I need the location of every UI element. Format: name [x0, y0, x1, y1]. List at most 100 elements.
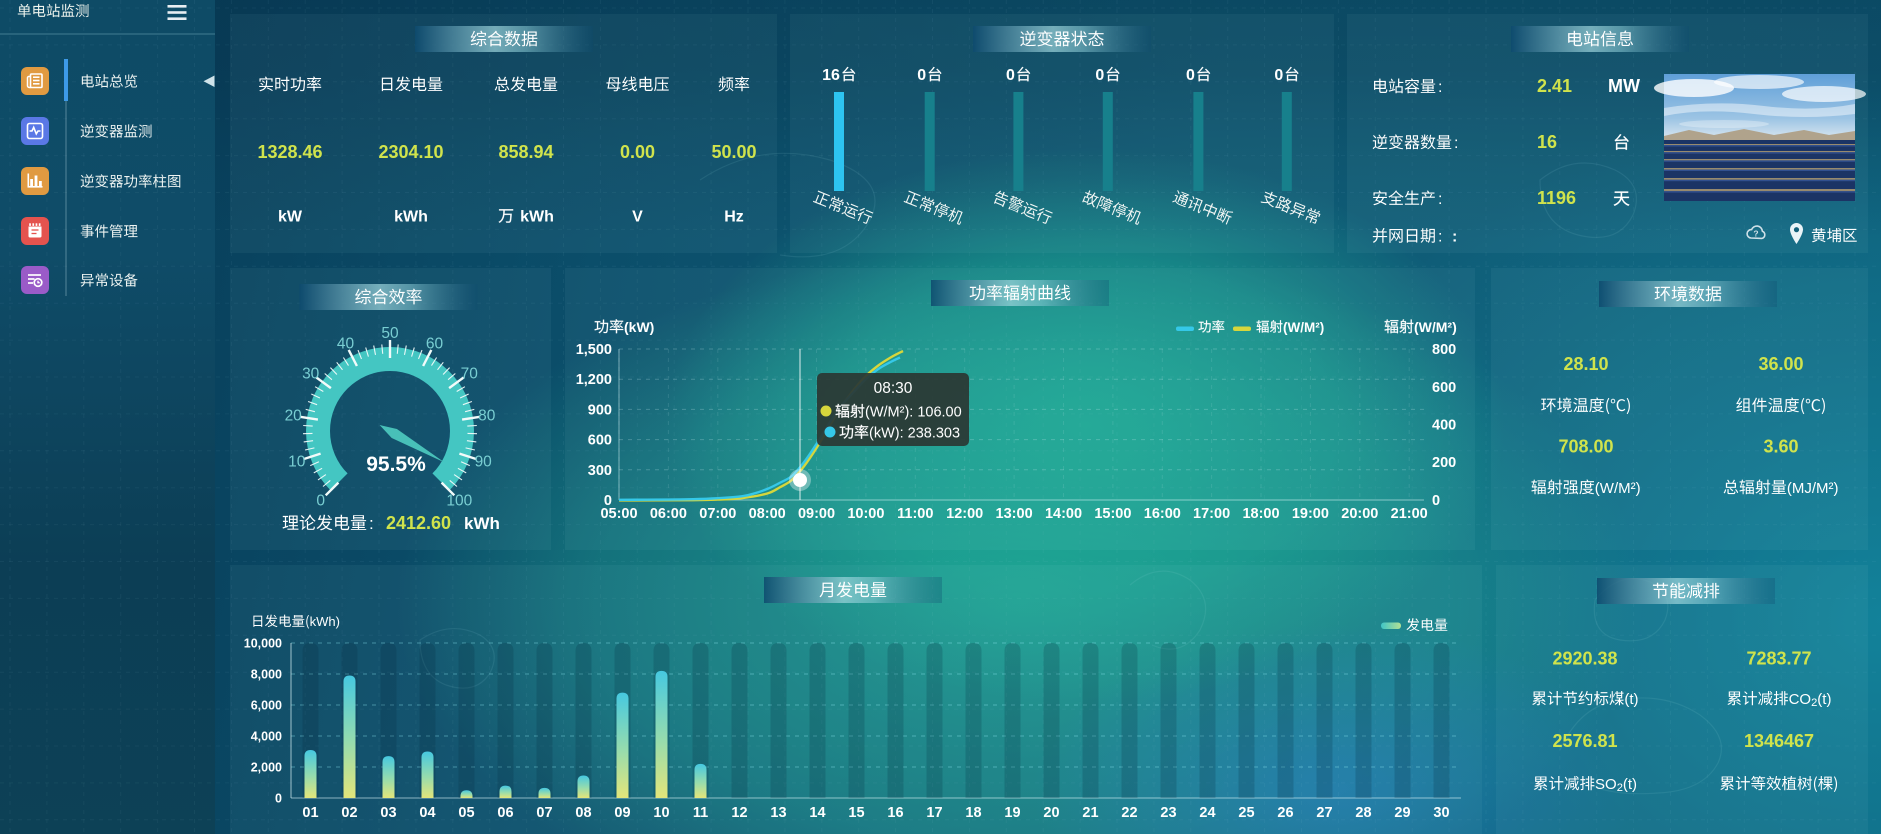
svg-text:2412.60: 2412.60	[386, 513, 451, 533]
svg-text:600: 600	[588, 433, 612, 449]
svg-text:01: 01	[302, 805, 318, 821]
svg-text:2304.10: 2304.10	[378, 142, 443, 162]
svg-text:SO: SO	[1595, 776, 1617, 793]
svg-text:16: 16	[1537, 132, 1557, 152]
svg-text:0.00: 0.00	[620, 142, 655, 162]
svg-text:10: 10	[288, 453, 306, 470]
svg-text:kWh: kWh	[394, 209, 428, 226]
svg-text:0: 0	[1274, 67, 1283, 84]
svg-text:kW: kW	[278, 209, 303, 226]
svg-text:708.00: 708.00	[1558, 437, 1613, 457]
svg-text:2920.38: 2920.38	[1552, 649, 1617, 669]
svg-text:13: 13	[770, 805, 786, 821]
svg-text:0: 0	[917, 67, 926, 84]
svg-text:2576.81: 2576.81	[1552, 731, 1617, 751]
svg-text::: :	[1438, 79, 1442, 96]
svg-text:15:00: 15:00	[1094, 506, 1131, 522]
svg-text:15: 15	[848, 805, 864, 821]
svg-text:1,500: 1,500	[576, 342, 612, 358]
svg-text:0: 0	[316, 492, 325, 509]
svg-text:36.00: 36.00	[1758, 354, 1803, 374]
svg-text:17:00: 17:00	[1193, 506, 1230, 522]
svg-text:(kW): 238.303: (kW): 238.303	[869, 426, 960, 442]
svg-text:400: 400	[1432, 418, 1456, 434]
svg-text:8,000: 8,000	[251, 668, 282, 682]
svg-text:07: 07	[536, 805, 552, 821]
svg-text:30: 30	[302, 365, 320, 382]
svg-text:0: 0	[1186, 67, 1195, 84]
svg-text:60: 60	[426, 336, 444, 353]
svg-text:1196: 1196	[1537, 188, 1576, 208]
svg-text:300: 300	[588, 463, 612, 479]
svg-text:kWh: kWh	[520, 209, 554, 226]
svg-text:95.5%: 95.5%	[366, 453, 426, 476]
svg-text:17: 17	[926, 805, 942, 821]
svg-text:(W/M²): (W/M²)	[1414, 319, 1457, 335]
svg-text:2.41: 2.41	[1537, 76, 1572, 96]
svg-text:07:00: 07:00	[699, 506, 736, 522]
svg-text:21: 21	[1082, 805, 1098, 821]
svg-text:14:00: 14:00	[1045, 506, 1082, 522]
svg-text:3.60: 3.60	[1763, 437, 1798, 457]
svg-text:06: 06	[497, 805, 513, 821]
svg-text:?: ?	[1753, 229, 1758, 239]
svg-text:4,000: 4,000	[251, 730, 282, 744]
svg-text:14: 14	[809, 805, 825, 821]
svg-text:(t): (t)	[1817, 691, 1831, 708]
svg-text:16:00: 16:00	[1144, 506, 1181, 522]
svg-text:18: 18	[965, 805, 981, 821]
svg-text:04: 04	[419, 805, 435, 821]
svg-text:0: 0	[1095, 67, 1104, 84]
svg-text:18:00: 18:00	[1242, 506, 1279, 522]
svg-text:06:00: 06:00	[650, 506, 687, 522]
svg-text:02: 02	[341, 805, 357, 821]
svg-text::: :	[1438, 191, 1442, 208]
svg-text:(W/M²): (W/M²)	[1595, 480, 1641, 497]
svg-text:Hz: Hz	[724, 209, 744, 226]
svg-text:03: 03	[380, 805, 396, 821]
svg-text:28.10: 28.10	[1563, 354, 1608, 374]
svg-text:CO: CO	[1789, 691, 1812, 708]
svg-text:20:00: 20:00	[1341, 506, 1378, 522]
svg-text:10:00: 10:00	[847, 506, 884, 522]
svg-text:09:00: 09:00	[798, 506, 835, 522]
svg-text:29: 29	[1394, 805, 1410, 821]
svg-text:08:30: 08:30	[874, 380, 913, 397]
svg-text:09: 09	[614, 805, 630, 821]
svg-text:05: 05	[458, 805, 474, 821]
svg-text:6,000: 6,000	[251, 699, 282, 713]
svg-text:0: 0	[1432, 493, 1440, 509]
svg-text:2: 2	[1617, 782, 1623, 794]
svg-text:50: 50	[381, 325, 399, 342]
svg-text:70: 70	[461, 365, 479, 382]
svg-text::: :	[1454, 135, 1458, 152]
svg-text:11: 11	[693, 805, 708, 821]
svg-text:19:00: 19:00	[1292, 506, 1329, 522]
svg-text:1328.46: 1328.46	[257, 142, 322, 162]
svg-text:(MJ/M²): (MJ/M²)	[1787, 480, 1839, 497]
svg-text:16: 16	[822, 67, 840, 84]
svg-text:26: 26	[1277, 805, 1293, 821]
svg-text:2,000: 2,000	[251, 761, 282, 775]
svg-text:800: 800	[1432, 342, 1456, 358]
svg-text:11:00: 11:00	[897, 506, 933, 522]
svg-text:(t): (t)	[1623, 776, 1637, 793]
svg-text:(t): (t)	[1624, 691, 1638, 708]
svg-text:90: 90	[475, 453, 493, 470]
svg-text:(W/M²): (W/M²)	[1283, 320, 1324, 335]
svg-text:12: 12	[731, 805, 747, 821]
svg-text:19: 19	[1004, 805, 1020, 821]
svg-text:40: 40	[337, 336, 355, 353]
svg-text::: :	[369, 514, 374, 533]
svg-text:10,000: 10,000	[244, 637, 282, 651]
svg-text:100: 100	[446, 492, 472, 509]
svg-text:08: 08	[575, 805, 591, 821]
svg-text:kWh): kWh)	[310, 614, 340, 629]
svg-text:600: 600	[1432, 380, 1456, 396]
svg-text:30: 30	[1433, 805, 1449, 821]
svg-text:(kW): (kW)	[624, 319, 654, 335]
svg-text:20: 20	[1043, 805, 1059, 821]
svg-text:0: 0	[604, 493, 612, 509]
svg-text:50.00: 50.00	[711, 142, 756, 162]
svg-text:(W/M²): 106.00: (W/M²): 106.00	[865, 405, 962, 421]
